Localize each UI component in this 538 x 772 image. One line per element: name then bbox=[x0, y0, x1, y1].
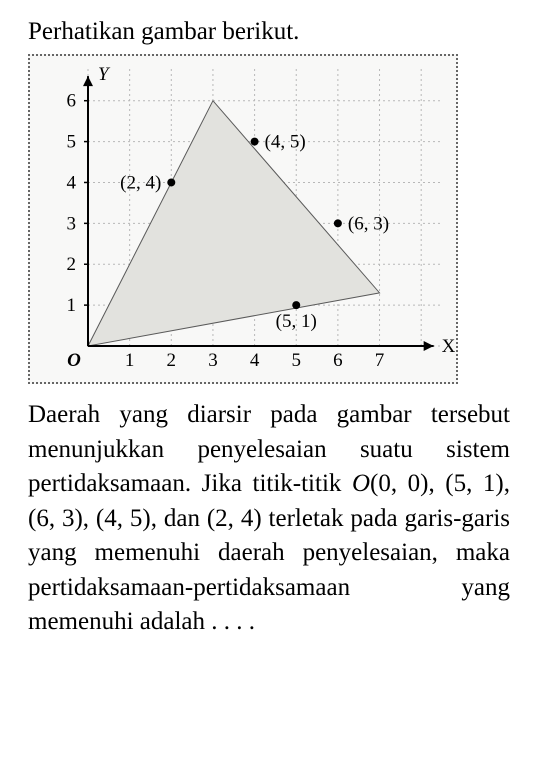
svg-text:3: 3 bbox=[208, 350, 218, 371]
svg-text:(2, 4): (2, 4) bbox=[120, 172, 161, 193]
svg-text:(6, 3): (6, 3) bbox=[348, 213, 389, 234]
chart-svg: 1234567123456XYO(2, 4)(4, 5)(6, 3)(5, 1) bbox=[30, 56, 456, 382]
svg-text:X: X bbox=[442, 336, 456, 357]
intro-text: Perhatikan gambar berikut. bbox=[28, 18, 510, 46]
chart-container: 1234567123456XYO(2, 4)(4, 5)(6, 3)(5, 1) bbox=[28, 54, 458, 384]
svg-text:4: 4 bbox=[250, 350, 260, 371]
svg-text:1: 1 bbox=[125, 350, 135, 371]
svg-text:5: 5 bbox=[67, 132, 77, 153]
svg-text:(4, 5): (4, 5) bbox=[265, 132, 306, 153]
svg-text:(5, 1): (5, 1) bbox=[276, 311, 317, 332]
svg-text:2: 2 bbox=[67, 254, 77, 275]
svg-text:2: 2 bbox=[167, 350, 177, 371]
problem-text: Daerah yang diarsir pada gambar tersebut… bbox=[28, 398, 510, 640]
svg-text:4: 4 bbox=[67, 172, 77, 193]
svg-text:3: 3 bbox=[67, 213, 77, 234]
svg-text:7: 7 bbox=[375, 350, 385, 371]
svg-text:O: O bbox=[67, 350, 81, 371]
body-O-italic: O bbox=[352, 470, 370, 497]
svg-text:6: 6 bbox=[67, 91, 77, 112]
svg-text:1: 1 bbox=[67, 295, 77, 316]
svg-text:6: 6 bbox=[333, 350, 343, 371]
svg-text:5: 5 bbox=[291, 350, 301, 371]
